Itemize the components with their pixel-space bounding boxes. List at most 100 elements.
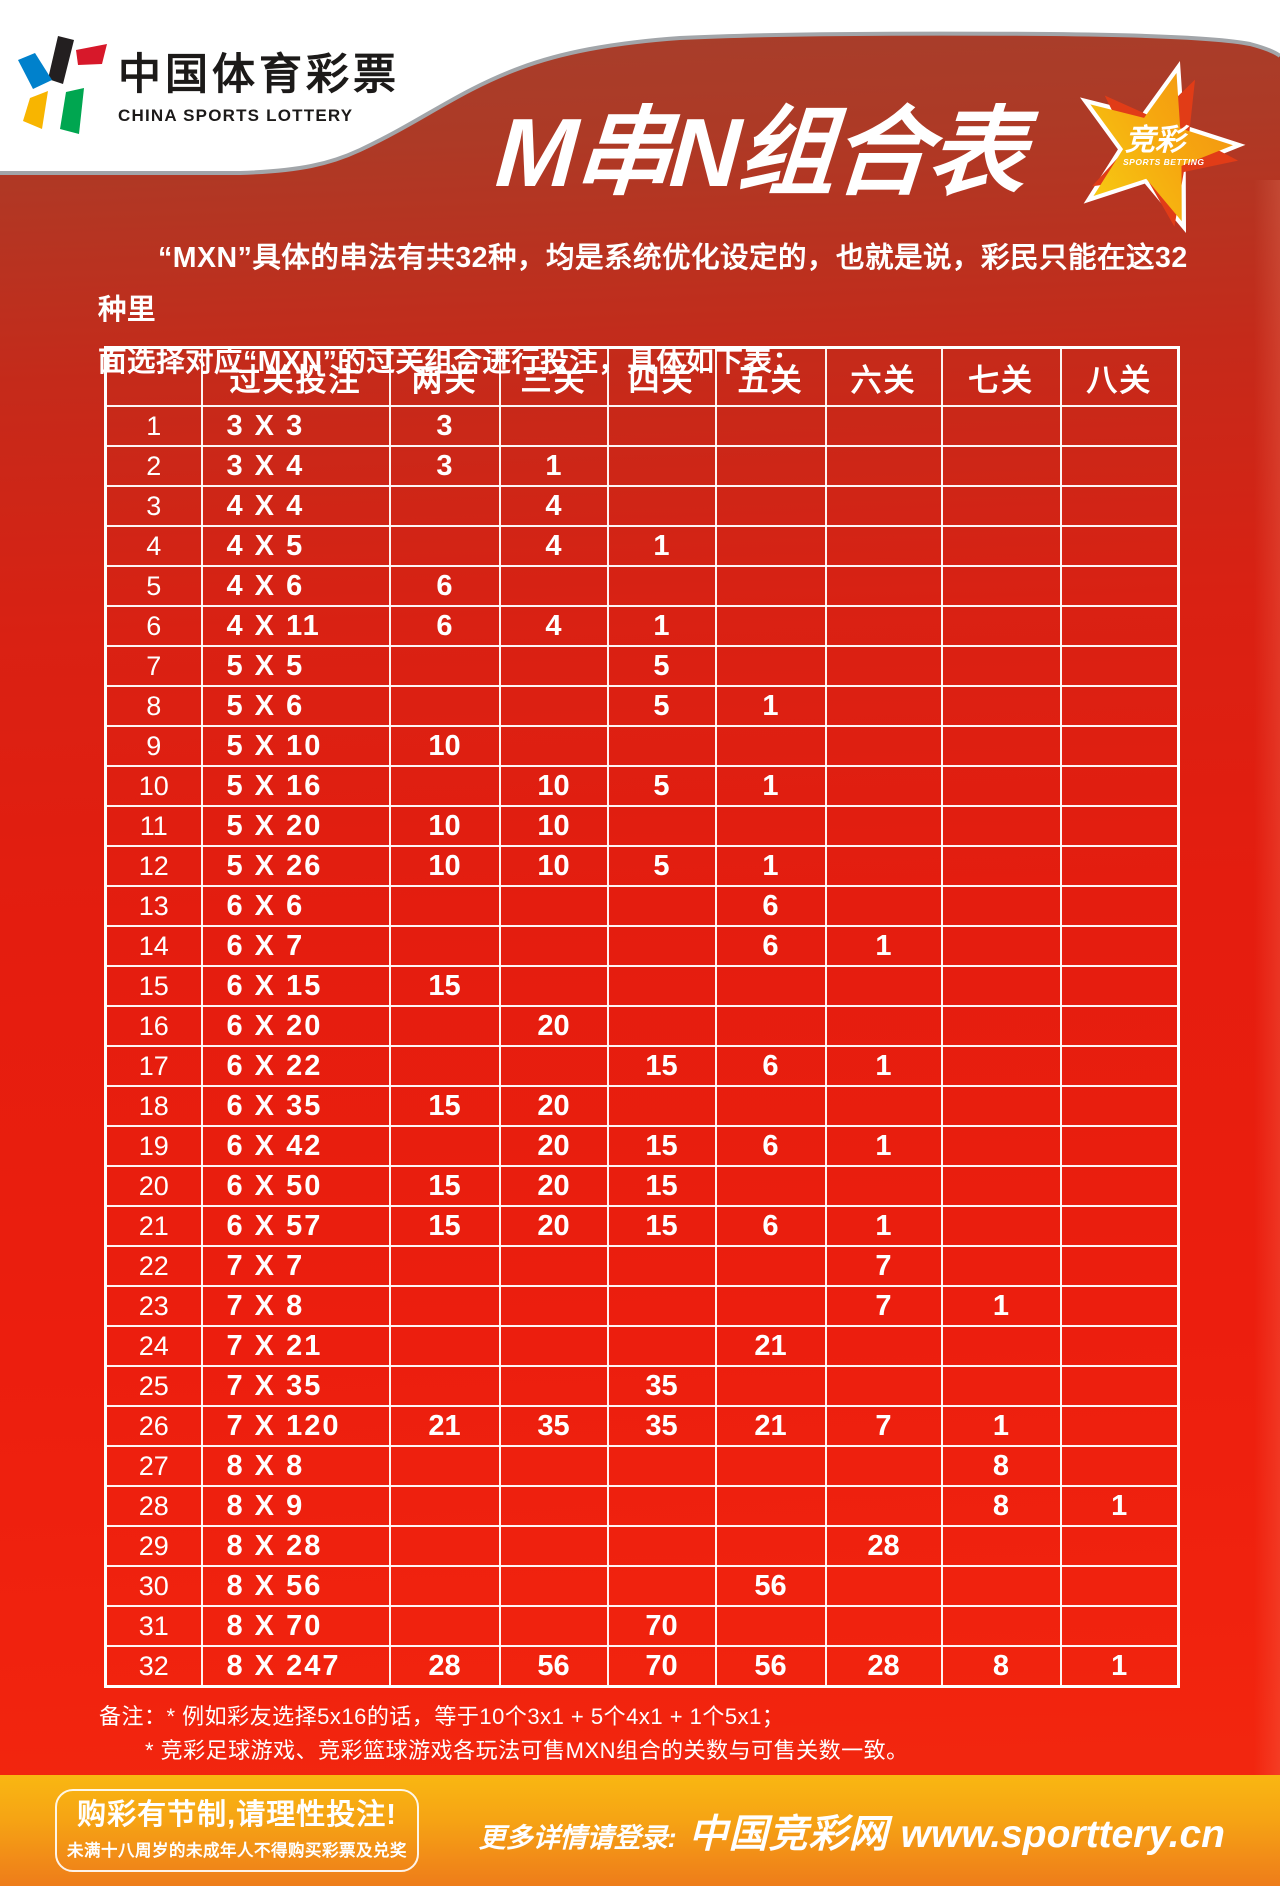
table-row: 29 8 X 28 28 <box>104 1525 1180 1567</box>
value-cell <box>1059 1125 1180 1167</box>
value-cell: 7 <box>824 1245 943 1287</box>
table-header-cell: 六关 <box>824 346 943 407</box>
row-number-cell: 2 <box>104 445 203 487</box>
value-cell <box>714 605 827 647</box>
bet-cell: 7 X 35 <box>200 1365 391 1407</box>
row-number-cell: 25 <box>104 1365 203 1407</box>
value-cell: 20 <box>498 1125 609 1167</box>
table-header-cell: 八关 <box>1059 346 1180 407</box>
value-cell: 5 <box>606 685 717 727</box>
bet-cell: 8 X 56 <box>200 1565 391 1607</box>
value-cell: 10 <box>498 765 609 807</box>
value-cell <box>1059 1565 1180 1607</box>
page-title: M串N组合表 <box>492 98 1028 207</box>
table-header-cell: 五关 <box>714 346 827 407</box>
jingcai-star-icon: 竞彩 SPORTS BETTING <box>1079 61 1246 234</box>
value-cell <box>606 1525 717 1567</box>
table-row: 25 7 X 35 35 <box>104 1365 1180 1407</box>
bet-cell: 8 X 70 <box>200 1605 391 1647</box>
row-number-cell: 11 <box>104 805 203 847</box>
value-cell: 3 <box>388 445 501 487</box>
value-cell <box>1059 565 1180 607</box>
value-cell <box>606 1565 717 1607</box>
value-cell <box>498 1245 609 1287</box>
value-cell: 15 <box>606 1205 717 1247</box>
table-row: 10 5 X 16 10 5 1 <box>104 765 1180 807</box>
table-row: 22 7 X 7 7 <box>104 1245 1180 1287</box>
row-number-cell: 16 <box>104 1005 203 1047</box>
value-cell <box>1059 925 1180 967</box>
value-cell <box>940 1525 1062 1567</box>
value-cell: 10 <box>388 845 501 887</box>
value-cell <box>940 885 1062 927</box>
value-cell: 1 <box>714 845 827 887</box>
value-cell <box>1059 885 1180 927</box>
value-cell <box>714 485 827 527</box>
bet-cell: 6 X 57 <box>200 1205 391 1247</box>
warning-subtitle: 未满十八周岁的未成年人不得购买彩票及兑奖 <box>67 1841 407 1860</box>
value-cell <box>824 1365 943 1407</box>
value-cell <box>606 1005 717 1047</box>
value-cell <box>714 1245 827 1287</box>
value-cell <box>388 525 501 567</box>
value-cell: 35 <box>498 1405 609 1447</box>
value-cell <box>714 1605 827 1647</box>
table-row: 17 6 X 22 15 6 1 <box>104 1045 1180 1087</box>
value-cell: 1 <box>824 1045 943 1087</box>
value-cell: 10 <box>388 805 501 847</box>
value-cell <box>1059 605 1180 647</box>
value-cell <box>940 1565 1062 1607</box>
bet-cell: 5 X 16 <box>200 765 391 807</box>
bet-cell: 6 X 7 <box>200 925 391 967</box>
value-cell <box>940 405 1062 447</box>
bet-cell: 6 X 22 <box>200 1045 391 1087</box>
value-cell <box>1059 1445 1180 1487</box>
value-cell: 1 <box>606 525 717 567</box>
value-cell: 8 <box>940 1445 1062 1487</box>
value-cell <box>388 1245 501 1287</box>
value-cell <box>1059 645 1180 687</box>
value-cell <box>824 725 943 767</box>
value-cell <box>714 445 827 487</box>
bet-cell: 8 X 8 <box>200 1445 391 1487</box>
value-cell <box>606 445 717 487</box>
value-cell <box>1059 1605 1180 1647</box>
value-cell <box>940 445 1062 487</box>
table-row: 32 8 X 247 28 56 70 56 28 8 1 <box>104 1645 1180 1688</box>
intro-line-1: “MXN”具体的串法有共32种，均是系统优化设定的，也就是说，彩民只能在这32种… <box>98 242 1188 326</box>
value-cell <box>498 1045 609 1087</box>
value-cell <box>824 565 943 607</box>
value-cell <box>1059 525 1180 567</box>
value-cell <box>940 1005 1062 1047</box>
value-cell <box>606 1285 717 1327</box>
value-cell <box>824 1085 943 1127</box>
value-cell: 5 <box>606 845 717 887</box>
value-cell: 1 <box>824 1205 943 1247</box>
value-cell: 1 <box>824 1125 943 1167</box>
bet-cell: 6 X 42 <box>200 1125 391 1167</box>
value-cell <box>606 405 717 447</box>
value-cell: 3 <box>388 405 501 447</box>
value-cell <box>824 405 943 447</box>
value-cell <box>498 1325 609 1367</box>
value-cell: 15 <box>388 965 501 1007</box>
value-cell <box>1059 1325 1180 1367</box>
value-cell <box>388 1525 501 1567</box>
brand-text: 中国体育彩票 CHINA SPORTS LOTTERY <box>118 51 400 126</box>
value-cell: 5 <box>606 645 717 687</box>
value-cell <box>714 525 827 567</box>
bet-cell: 4 X 4 <box>200 485 391 527</box>
value-cell <box>1059 1405 1180 1447</box>
value-cell <box>940 805 1062 847</box>
value-cell <box>388 1485 501 1527</box>
row-number-cell: 5 <box>104 565 203 607</box>
row-number-cell: 4 <box>104 525 203 567</box>
table-row: 30 8 X 56 56 <box>104 1565 1180 1607</box>
